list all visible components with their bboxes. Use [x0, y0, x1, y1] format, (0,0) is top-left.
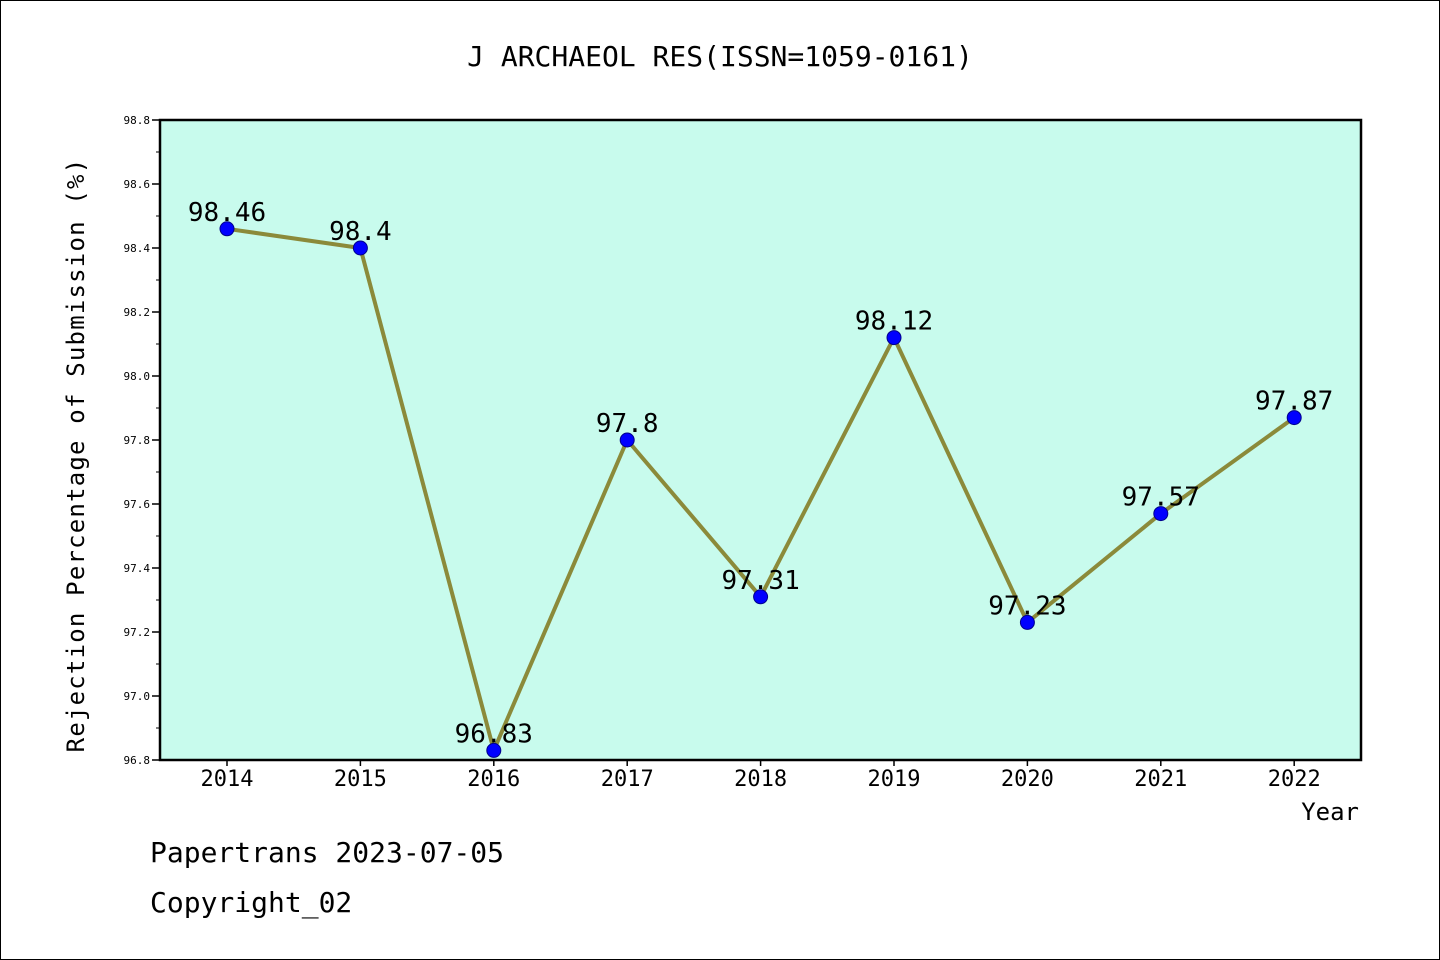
data-point — [1286, 410, 1302, 426]
x-tick-label: 2021 — [1134, 767, 1187, 792]
x-tick-label: 2017 — [601, 767, 654, 792]
y-tick-label: 98.4 — [124, 242, 151, 255]
data-point — [352, 240, 368, 256]
data-label: 97.23 — [988, 591, 1066, 621]
y-tick-label: 98.6 — [124, 178, 151, 191]
x-tick-label: 2014 — [201, 767, 254, 792]
y-tick-label: 98.8 — [124, 114, 151, 127]
data-point — [1019, 614, 1035, 630]
y-tick-label: 96.8 — [124, 754, 151, 767]
data-label: 97.87 — [1255, 387, 1333, 417]
footer-copyright: Copyright_02 — [150, 886, 353, 919]
x-tick-label: 2022 — [1268, 767, 1321, 792]
x-tick-label: 2016 — [467, 767, 520, 792]
y-tick-label: 97.6 — [124, 498, 151, 511]
footer-date: Papertrans 2023-07-05 — [150, 836, 505, 869]
data-point — [619, 432, 635, 448]
data-label: 97.57 — [1122, 483, 1200, 513]
x-tick-label: 2020 — [1001, 767, 1054, 792]
data-point — [753, 589, 769, 605]
data-label: 98.46 — [188, 198, 266, 228]
y-tick-label: 98.0 — [124, 370, 151, 383]
y-axis: 96.8 97.0 97.2 97.4 97.6 97.8 98.0 98.2 98.4 98.6… — [124, 114, 160, 767]
x-tick-label: 2015 — [334, 767, 387, 792]
y-tick-label: 97.2 — [124, 626, 151, 639]
data-label: 98.4 — [329, 217, 392, 247]
data-label: 97.31 — [721, 566, 799, 596]
y-tick-label: 97.0 — [124, 690, 151, 703]
data-labels: 98.46 98.4 96.83 97.8 97.31 98.12 97.23 97.57 97… — [188, 198, 1333, 750]
data-label: 98.12 — [855, 307, 933, 337]
y-tick-label: 97.8 — [124, 434, 151, 447]
x-axis: 2014 2015 2016 2017 2018 2019 2020 2021 2022 — [201, 760, 1321, 792]
x-axis-label: Year — [1301, 798, 1359, 826]
data-label: 97.8 — [596, 409, 659, 439]
plot-area — [160, 120, 1361, 760]
data-point — [886, 330, 902, 346]
y-tick-label: 98.2 — [124, 306, 151, 319]
y-tick-label: 97.4 — [124, 562, 151, 575]
data-point — [219, 221, 235, 237]
data-point — [1153, 506, 1169, 522]
data-label: 96.83 — [455, 719, 533, 749]
x-tick-label: 2018 — [734, 767, 787, 792]
chart-title: J ARCHAEOL RES(ISSN=1059-0161) — [467, 40, 973, 73]
series-markers — [219, 221, 1302, 758]
x-tick-label: 2019 — [868, 767, 921, 792]
plot-border — [158, 118, 1363, 762]
data-point — [486, 742, 502, 758]
y-axis-label: Rejection Percentage of Submission (%) — [62, 158, 90, 753]
